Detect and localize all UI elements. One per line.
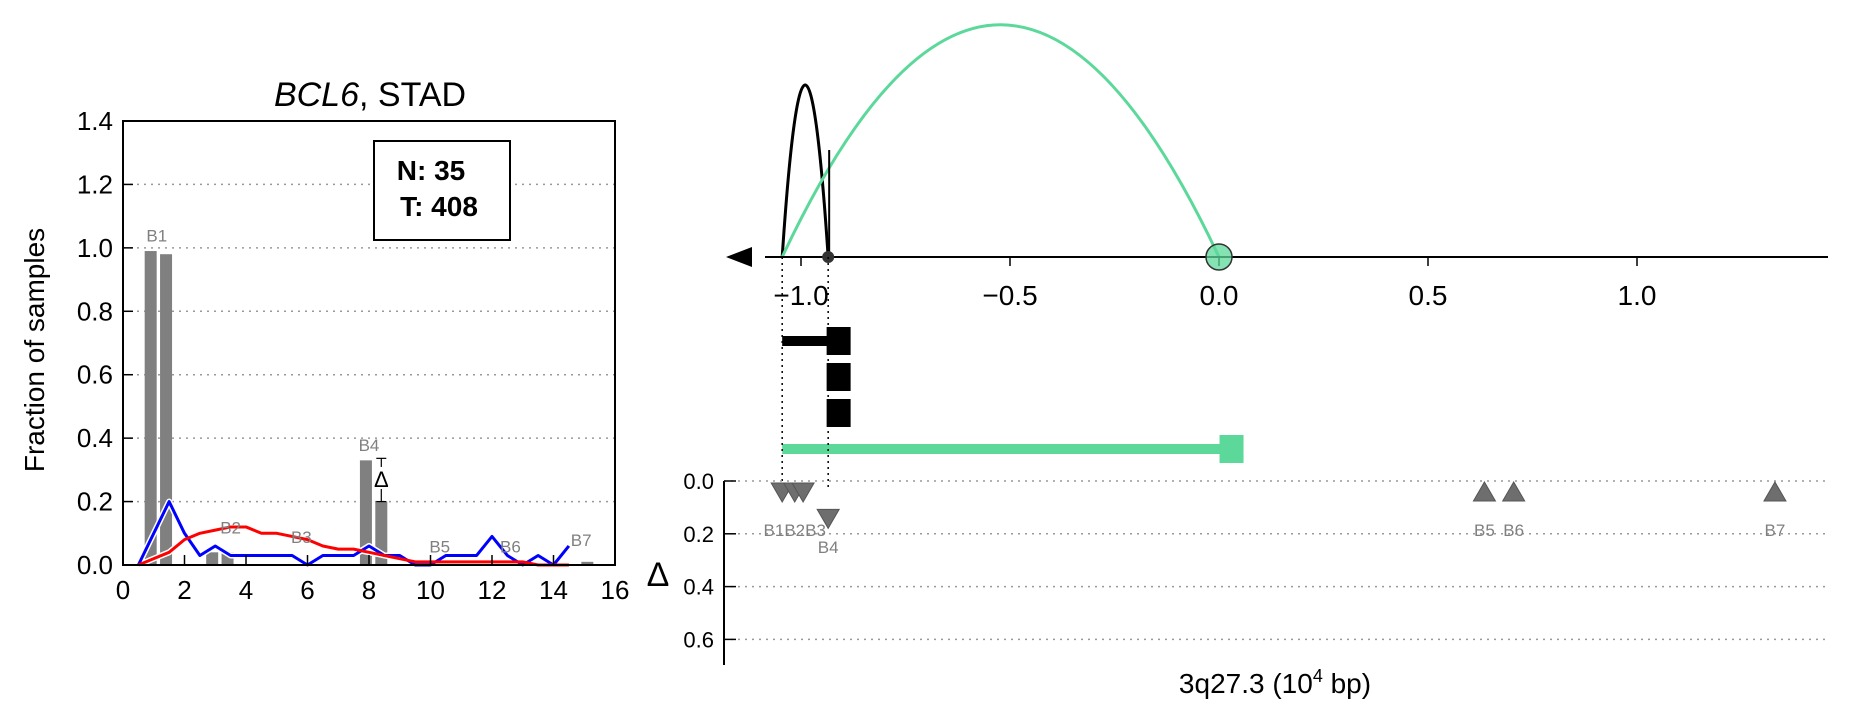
delta-x-label: 3q27.3 (104 bp) (1179, 666, 1371, 699)
bar (206, 552, 219, 565)
bar-label: B3 (291, 528, 312, 547)
delta-symbol: Δ (374, 467, 389, 492)
y-tick-label: 0.2 (77, 487, 113, 517)
series-lines (135, 498, 572, 568)
delta-y-ticks: 0.0 0.2 0.4 0.6 (683, 469, 736, 652)
y-tick-label: 1.0 (77, 233, 113, 263)
y-axis-ticks: 0.0 0.2 0.4 0.6 0.8 1.0 1.2 1.4 (77, 106, 133, 580)
delta-point-marker (1472, 481, 1497, 502)
sample-count-frame (373, 140, 511, 241)
x-tick-label: 6 (300, 575, 314, 605)
delta-point-marker (1763, 481, 1787, 502)
arc-x-tick-label: 0.0 (1200, 280, 1239, 311)
delta-y-tick-label: 0.4 (683, 575, 714, 600)
delta-point-label: B5 (1474, 521, 1495, 540)
tumor-count: T: 408 (400, 191, 478, 222)
bar (144, 251, 157, 565)
x-tick-label: 14 (539, 575, 568, 605)
delta-label-bg (372, 466, 391, 489)
delta-point-marker (1501, 481, 1526, 502)
delta-annotation: Δ (372, 457, 391, 503)
y-tick-label: 1.2 (77, 169, 113, 199)
left-arrow-icon (726, 247, 752, 267)
axis-markers (822, 150, 1233, 271)
stacked-marker (826, 327, 851, 355)
bar-label: B2 (220, 518, 241, 537)
bars (144, 251, 594, 565)
sample-count-box: N: 35 T: 408 (373, 140, 511, 241)
y-tick-label: 0.0 (77, 550, 113, 580)
x-label-sup: 4 (1313, 666, 1323, 686)
left-bar-chart: BCL6, STAD Fraction of samples B1B2B3B4B… (19, 76, 629, 605)
delta-point-marker (791, 482, 815, 503)
series-line (137, 500, 571, 567)
delta-point-label: B4 (818, 538, 839, 557)
bar (581, 561, 594, 565)
arc (780, 23, 1221, 258)
delta-grid-lines (724, 480, 1828, 641)
x-axis-ticks: 0 2 4 6 8 10 12 14 16 (116, 555, 630, 605)
series-line (137, 525, 569, 567)
x-tick-label: 8 (362, 575, 376, 605)
delta-y-tick-label: 0.2 (683, 522, 714, 547)
bar-label: B7 (571, 531, 592, 550)
bar-label: B4 (359, 436, 380, 455)
x-tick-label: 12 (478, 575, 507, 605)
segment-end-square (1219, 435, 1244, 463)
arc-x-axis-ticks: −1.0 −0.5 0.0 0.5 1.0 (773, 257, 1656, 311)
y-tick-label: 0.4 (77, 423, 113, 453)
guide-lines (781, 257, 829, 488)
normal-count: N: 35 (397, 155, 465, 186)
bar-label: B1 (146, 227, 167, 246)
stacked-marker (826, 363, 851, 391)
origin-marker (1205, 243, 1233, 271)
arcs (780, 23, 1221, 258)
delta-point-label: B6 (1503, 521, 1524, 540)
title-rest: , STAD (359, 76, 466, 114)
y-tick-label: 0.8 (77, 296, 113, 326)
y-tick-label: 0.6 (77, 360, 113, 390)
bar (359, 460, 372, 565)
stacked-marker (826, 399, 851, 427)
delta-y-tick-label: 0.6 (683, 627, 714, 652)
x-label-end: bp) (1323, 668, 1371, 699)
bar (160, 254, 173, 565)
arc-x-tick-label: 1.0 (1618, 280, 1657, 311)
y-axis-label: Fraction of samples (19, 228, 50, 472)
bar-labels: B1 B2 B3 B4 B5 B6 B7 (146, 227, 591, 557)
x-label-main: 3q27.3 (10 (1179, 668, 1313, 699)
delta-point-label: B1B2B3 (764, 521, 826, 540)
bar-label: B5 (429, 537, 450, 556)
delta-y-tick-label: 0.0 (683, 469, 714, 494)
chart-title: BCL6, STAD (274, 76, 466, 114)
delta-point-label: B7 (1765, 521, 1786, 540)
x-tick-label: 10 (416, 575, 445, 605)
arc-diagram: −1.0 −0.5 0.0 0.5 1.0 (726, 23, 1828, 488)
y-tick-label: 1.4 (77, 106, 113, 136)
title-gene: BCL6 (274, 76, 359, 114)
x-tick-label: 0 (116, 575, 130, 605)
x-tick-label: 4 (239, 575, 253, 605)
arc-x-tick-label: 0.5 (1409, 280, 1448, 311)
delta-y-label: Δ (647, 556, 670, 594)
bar-label: B6 (500, 537, 521, 556)
arc-x-tick-label: −0.5 (982, 280, 1037, 311)
segments (782, 327, 1244, 463)
delta-point-marker (816, 508, 841, 530)
x-tick-label: 16 (601, 575, 630, 605)
arc (780, 83, 830, 258)
x-tick-label: 2 (177, 575, 191, 605)
